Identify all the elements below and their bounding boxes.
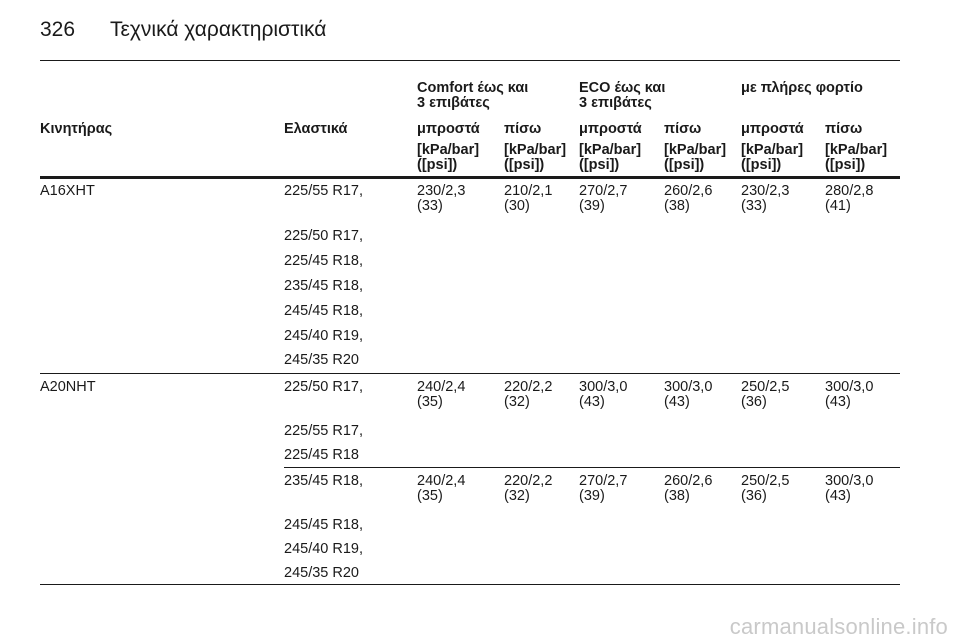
group-header-full-load: με πλήρες φορτίο: [741, 80, 863, 96]
pressure-value: 280/2,8 (41): [825, 183, 874, 214]
tire-size: 225/50 R17,: [284, 379, 364, 395]
column-header-tires: Ελαστικά: [284, 121, 348, 137]
header-rule: [40, 60, 900, 61]
table-bottom-rule: [40, 584, 900, 585]
pressure-value: 210/2,1 (30): [504, 183, 553, 214]
pressure-value: 270/2,7 (39): [579, 473, 628, 504]
pressure-value: 260/2,6 (38): [664, 473, 713, 504]
pressure-value: 300/3,0 (43): [664, 379, 713, 410]
unit-header: [kPa/bar] ([psi]): [825, 142, 888, 173]
tire-size: 225/45 R18,: [284, 253, 364, 269]
pressure-value: 240/2,4 (35): [417, 473, 466, 504]
tire-size: 245/45 R18,: [284, 517, 364, 533]
pressure-value: 260/2,6 (38): [664, 183, 713, 214]
subheader-front: μπροστά: [579, 121, 642, 137]
table-header-rule: [40, 176, 900, 179]
tire-size: 245/40 R19,: [284, 328, 364, 344]
row-divider-partial: [284, 467, 900, 468]
unit-header: [kPa/bar] ([psi]): [664, 142, 727, 173]
group-header-eco: ECO έως και 3 επιβάτες: [579, 80, 666, 111]
tire-size: 225/55 R17,: [284, 183, 364, 199]
pressure-value: 300/3,0 (43): [825, 379, 874, 410]
watermark-text: carmanualsonline.info: [729, 614, 948, 639]
pressure-value: 250/2,5 (36): [741, 379, 790, 410]
engine-cell: A20NHT: [40, 379, 96, 395]
subheader-rear: πίσω: [664, 121, 702, 137]
subheader-rear: πίσω: [504, 121, 542, 137]
column-header-engine: Κινητήρας: [40, 121, 113, 137]
page-number: 326: [40, 18, 76, 41]
tire-size: 225/55 R17,: [284, 423, 364, 439]
tire-size: 245/35 R20: [284, 352, 359, 368]
unit-header: [kPa/bar] ([psi]): [579, 142, 642, 173]
tire-size: 245/45 R18,: [284, 303, 364, 319]
unit-header: [kPa/bar] ([psi]): [741, 142, 804, 173]
pressure-value: 300/3,0 (43): [579, 379, 628, 410]
pressure-value: 220/2,2 (32): [504, 473, 553, 504]
subheader-front: μπροστά: [741, 121, 804, 137]
subheader-front: μπροστά: [417, 121, 480, 137]
pressure-value: 220/2,2 (32): [504, 379, 553, 410]
tire-size: 245/35 R20: [284, 565, 359, 581]
pressure-value: 250/2,5 (36): [741, 473, 790, 504]
tire-size: 225/50 R17,: [284, 228, 364, 244]
pressure-value: 240/2,4 (35): [417, 379, 466, 410]
unit-header: [kPa/bar] ([psi]): [504, 142, 567, 173]
tire-size: 235/45 R18,: [284, 278, 364, 294]
page-title: Τεχνικά χαρακτηριστικά: [110, 18, 327, 41]
row-divider: [40, 373, 900, 374]
pressure-value: 230/2,3 (33): [417, 183, 466, 214]
tire-size: 225/45 R18: [284, 447, 359, 463]
engine-cell: A16XHT: [40, 183, 95, 199]
pressure-value: 300/3,0 (43): [825, 473, 874, 504]
pressure-value: 230/2,3 (33): [741, 183, 790, 214]
tire-size: 245/40 R19,: [284, 541, 364, 557]
pressure-value: 270/2,7 (39): [579, 183, 628, 214]
subheader-rear: πίσω: [825, 121, 863, 137]
group-header-comfort: Comfort έως και 3 επιβάτες: [417, 80, 529, 111]
tire-size: 235/45 R18,: [284, 473, 364, 489]
unit-header: [kPa/bar] ([psi]): [417, 142, 480, 173]
